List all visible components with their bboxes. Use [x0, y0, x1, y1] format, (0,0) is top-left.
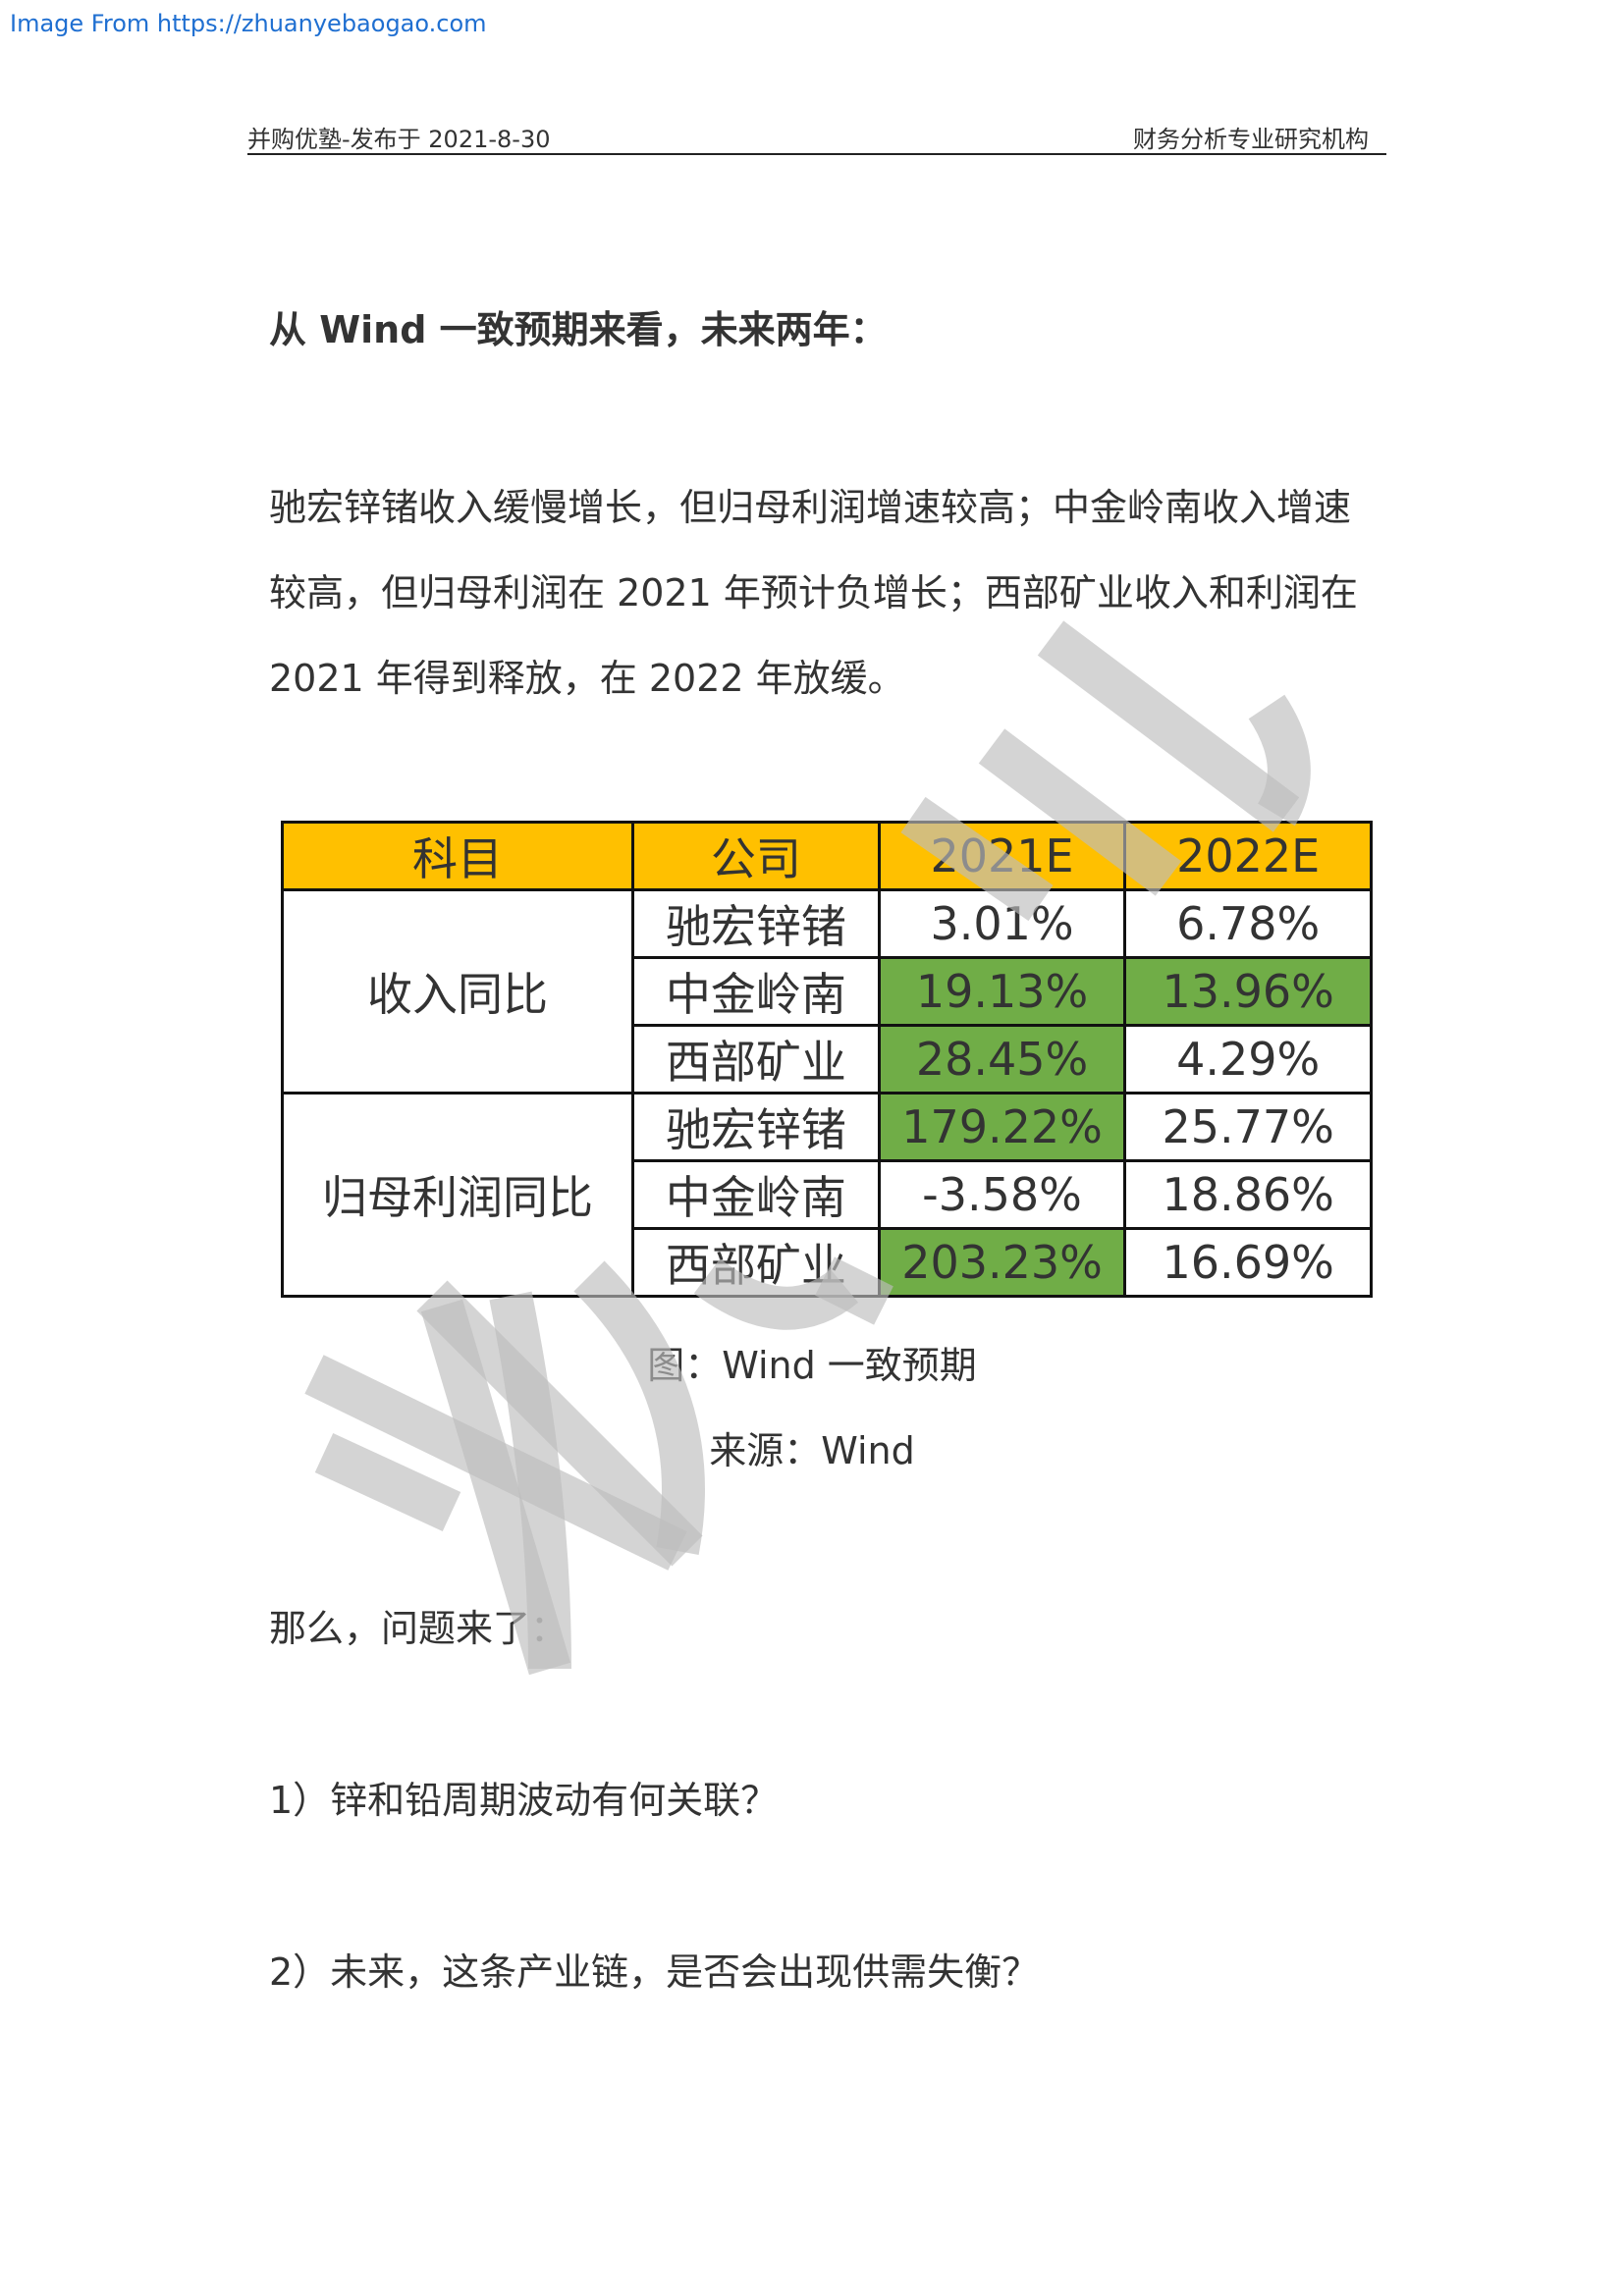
- company-cell: 中金岭南: [631, 1159, 881, 1230]
- watermark-stroke: [573, 1260, 705, 1556]
- group-label: 收入同比: [280, 888, 635, 1095]
- table-row: 西部矿业 28.45% 4.29%: [283, 1024, 1373, 1095]
- header-subject: 科目: [280, 821, 635, 891]
- intro-line: 那么，问题来了：: [269, 1607, 568, 1650]
- figure-source: 来源：Wind: [709, 1429, 915, 1472]
- company-cell: 中金岭南: [631, 956, 881, 1027]
- source-link[interactable]: Image From https://zhuanyebaogao.com: [10, 10, 487, 37]
- value-cell: 179.22%: [877, 1092, 1127, 1162]
- table-row: 收入同比 驰宏锌锗 3.01% 6.78%: [280, 888, 1373, 1095]
- value-cell: 25.77%: [1123, 1092, 1373, 1162]
- value-cell: 203.23%: [877, 1227, 1127, 1298]
- table-row: 中金岭南 -3.58% 18.86%: [283, 1159, 1373, 1230]
- figure-caption: 图：Wind 一致预期: [647, 1344, 977, 1387]
- group-label: 归母利润同比: [280, 1092, 635, 1298]
- header-left-text: 并购优塾-发布于 2021-8-30: [247, 126, 551, 153]
- forecast-table-figure: 科目 公司 2021E 2022E 收入同比 驰宏锌锗 3.01% 6.78% …: [280, 821, 1373, 1298]
- watermark-stroke: [1248, 694, 1311, 827]
- section-heading: 从 Wind 一致预期来看，未来两年：: [269, 308, 888, 351]
- value-cell: 16.69%: [1123, 1227, 1373, 1298]
- table-row: 归母利润同比 驰宏锌锗 179.22% 25.77%: [280, 1092, 1373, 1298]
- value-cell: 18.86%: [1123, 1159, 1373, 1230]
- table-header-row: 科目 公司 2021E 2022E: [280, 821, 1373, 891]
- value-cell: -3.58%: [877, 1159, 1127, 1230]
- page-header: 并购优塾-发布于 2021-8-30 财务分析专业研究机构: [247, 116, 1386, 155]
- header-company: 公司: [631, 821, 881, 891]
- value-cell: 6.78%: [1123, 888, 1373, 959]
- body-paragraph: 驰宏锌锗收入缓慢增长，但归母利润增速较高；中金岭南收入增速较高，但归母利润在 2…: [269, 486, 1358, 700]
- value-cell: 19.13%: [877, 956, 1127, 1027]
- value-cell: 13.96%: [1123, 956, 1373, 1027]
- company-cell: 西部矿业: [631, 1227, 881, 1298]
- header-right-text: 财务分析专业研究机构: [1133, 126, 1369, 153]
- company-cell: 西部矿业: [631, 1024, 881, 1095]
- question-1: 1）锌和铅周期波动有何关联？: [269, 1779, 779, 1822]
- table-row: 中金岭南 19.13% 13.96%: [283, 956, 1373, 1027]
- value-cell: 4.29%: [1123, 1024, 1373, 1095]
- company-cell: 驰宏锌锗: [631, 888, 881, 959]
- value-cell: 3.01%: [877, 888, 1127, 959]
- header-2022e: 2022E: [1123, 821, 1373, 891]
- question-2: 2）未来，这条产业链，是否会出现供需失衡？: [269, 1950, 1040, 1994]
- header-2021e: 2021E: [877, 821, 1127, 891]
- company-cell: 驰宏锌锗: [631, 1092, 881, 1162]
- forecast-table: 科目 公司 2021E 2022E 收入同比 驰宏锌锗 3.01% 6.78% …: [280, 821, 1373, 1298]
- value-cell: 28.45%: [877, 1024, 1127, 1095]
